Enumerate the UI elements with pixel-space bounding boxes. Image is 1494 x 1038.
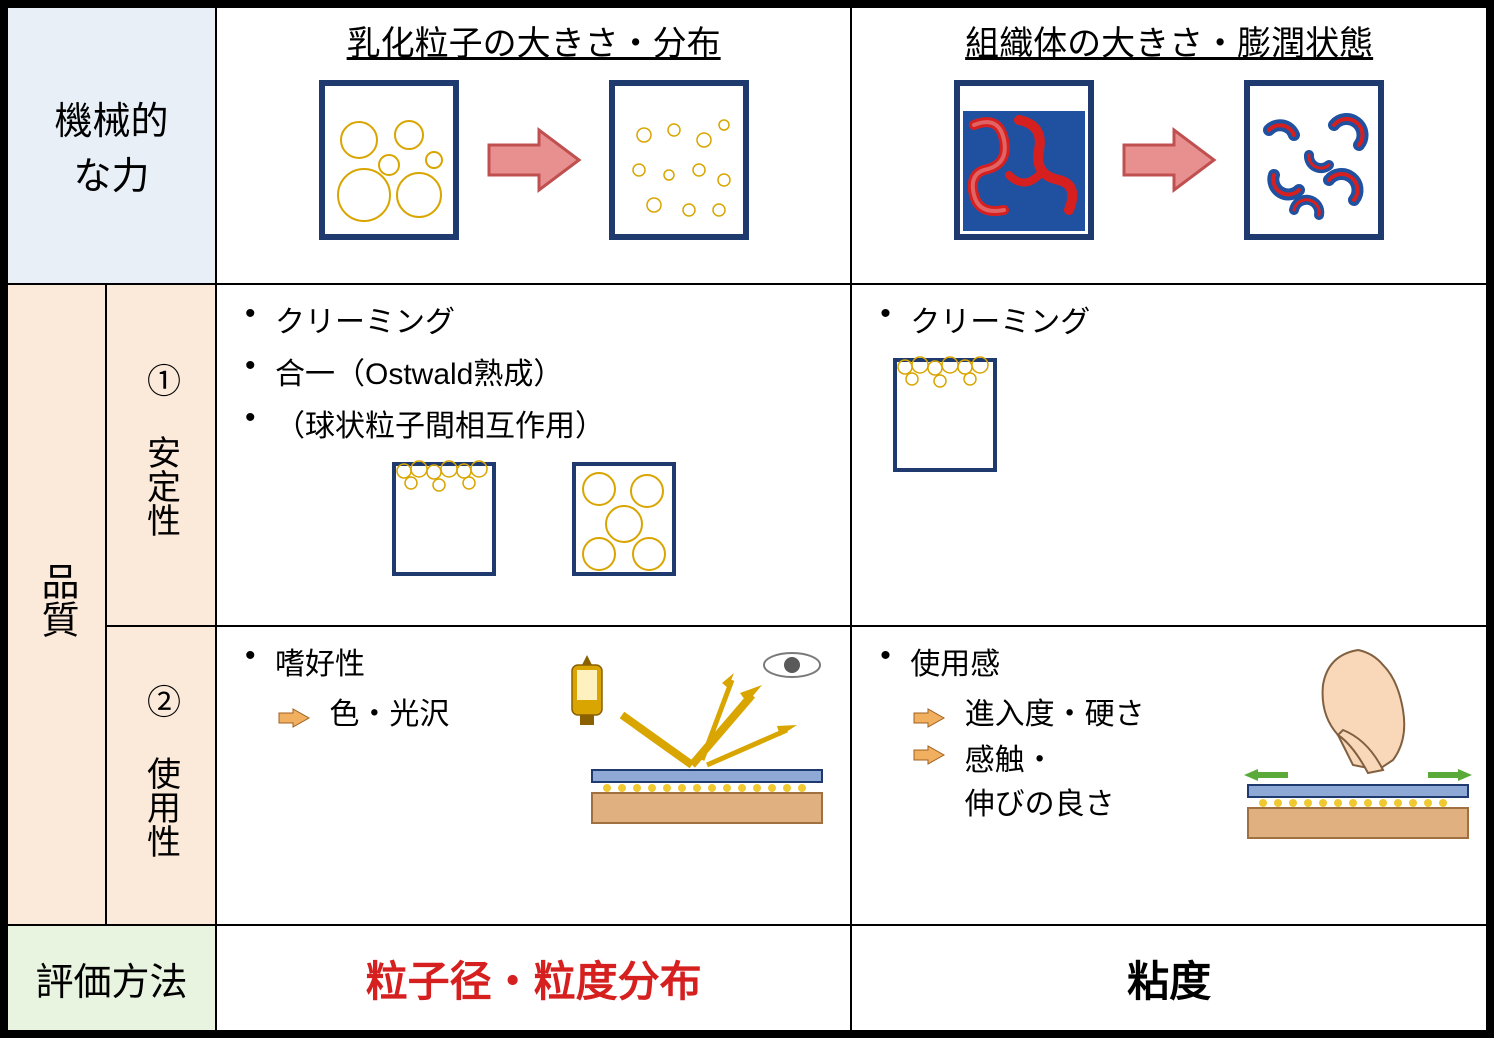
header-evaluation: 評価方法 [6,925,216,1032]
header-evaluation-label: 評価方法 [35,962,187,1004]
row-mechanical: 機械的 な力 乳化粒子の大きさ・分布 [6,6,1488,284]
header-stability: ① 安定性 [106,284,216,626]
stability-col1-list: クリーミング 合一（Ostwald熟成） （球状粒子間相互作用） [225,293,842,449]
cell-mech-col2: 組織体の大きさ・膨潤状態 [851,6,1488,284]
pointing-hand-icon [910,703,946,729]
col2-header: 組織体の大きさ・膨潤状態 [860,16,1478,65]
cell-usability-col2: 使用感 進入度・硬さ 感触・ 伸びの良さ [851,626,1488,925]
stability-illustration-col2 [860,355,1478,475]
coalescence-beaker-icon [569,459,679,579]
touch-illustration-icon [1238,635,1478,855]
cell-eval-col1: 粒子径・粒度分布 [216,925,851,1032]
beaker-small-particles-icon [604,75,754,245]
header-usability-label: ② 使用性 [137,684,186,858]
header-mechanical-label: 機械的 な力 [54,101,168,198]
eval-col1-label: 粒子径・粒度分布 [225,948,842,1009]
header-stability-label: ① 安定性 [137,363,186,537]
pointing-hand-icon [910,740,946,766]
cell-eval-col2: 粘度 [851,925,1488,1032]
header-usability: ② 使用性 [106,626,216,925]
header-quality-label: 品質 [29,562,84,638]
arrow-right-icon [484,125,584,195]
beaker-large-particles-icon [314,75,464,245]
cell-stability-col2: クリーミング [851,284,1488,626]
row-usability: ② 使用性 嗜好性 色・光沢 [6,626,1488,925]
header-quality: 品質 [6,284,106,925]
eval-col2-label: 粘度 [860,948,1478,1009]
row-evaluation: 評価方法 粒子径・粒度分布 粘度 [6,925,1488,1032]
emulsion-diagram [225,75,842,245]
beaker-large-structures-icon [949,75,1099,245]
list-item: （球状粒子間相互作用） [245,397,842,449]
row-stability: 品質 ① 安定性 クリーミング 合一（Ostwald熟成） （球状粒子間相互作用… [6,284,1488,626]
usability-sub-label: 色・光沢 [329,698,449,731]
usability-sub-label: 進入度・硬さ [965,698,1145,731]
structure-diagram [860,75,1478,245]
comparison-table: 機械的 な力 乳化粒子の大きさ・分布 [4,4,1490,1034]
list-item: クリーミング [880,293,1478,345]
col1-header: 乳化粒子の大きさ・分布 [225,16,842,65]
list-item: クリーミング [245,293,842,345]
stability-col2-list: クリーミング [860,293,1478,345]
stability-illustrations [225,459,842,579]
creaming-beaker-icon [389,459,499,579]
beaker-small-structures-icon [1239,75,1389,245]
pointing-hand-icon [275,703,311,729]
cell-stability-col1: クリーミング 合一（Ostwald熟成） （球状粒子間相互作用） [216,284,851,626]
cell-usability-col1: 嗜好性 色・光沢 [216,626,851,925]
list-item: 合一（Ostwald熟成） [245,345,842,397]
usability-sub-label: 感触・ 伸びの良さ [965,735,1115,823]
arrow-right-icon [1119,125,1219,195]
gloss-illustration-icon [552,635,832,835]
creaming-beaker-icon [890,355,1000,475]
cell-mech-col1: 乳化粒子の大きさ・分布 [216,6,851,284]
header-mechanical: 機械的 な力 [6,6,216,284]
